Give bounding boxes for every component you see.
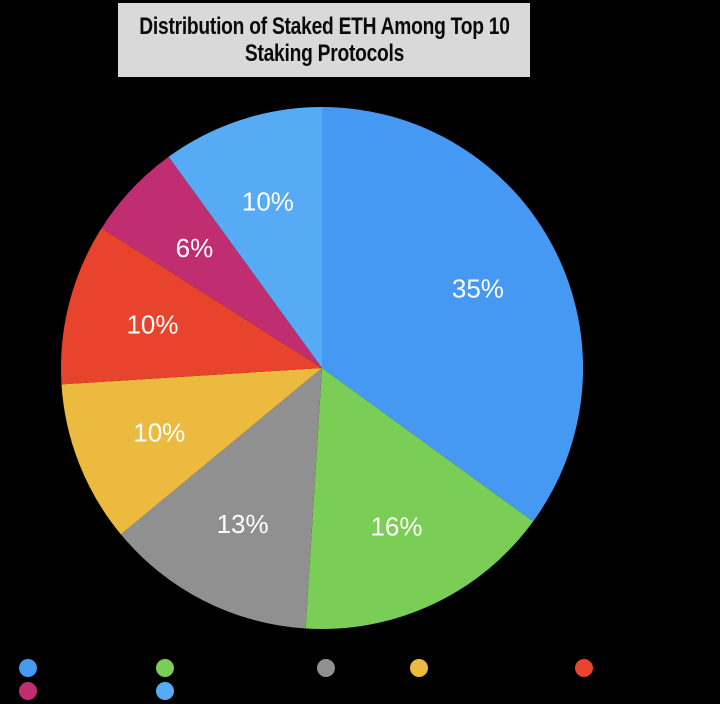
legend-item-3[interactable] <box>317 659 343 677</box>
chart-title-line1: Distribution of Staked ETH Among Top 10 <box>138 13 510 40</box>
slice-label-5: 10% <box>126 310 178 340</box>
slice-label-2: 16% <box>370 511 422 541</box>
legend-dot-icon <box>19 682 37 700</box>
pie-slice-6[interactable] <box>101 156 322 368</box>
legend-dot-icon <box>317 659 335 677</box>
slice-label-3: 13% <box>217 509 269 539</box>
chart-title-line2: Staking Protocols <box>244 40 404 67</box>
slice-label-7: 10% <box>242 187 294 217</box>
legend-dot-icon <box>410 659 428 677</box>
slice-label-6: 6% <box>176 233 214 263</box>
legend-item-2[interactable] <box>156 659 182 677</box>
slice-label-1: 35% <box>452 274 504 304</box>
legend-dot-icon <box>575 659 593 677</box>
legend-item-1[interactable] <box>19 659 45 677</box>
pie-slice-1[interactable] <box>322 106 584 522</box>
legend-item-6[interactable] <box>19 682 45 700</box>
legend-dot-icon <box>156 682 174 700</box>
slice-label-4: 10% <box>133 417 185 447</box>
chart-title-box: Distribution of Staked ETH Among Top 10 … <box>118 3 530 77</box>
pie-slice-2[interactable] <box>305 368 534 630</box>
pie-slice-3[interactable] <box>120 368 323 629</box>
legend-item-4[interactable] <box>410 659 436 677</box>
pie-slice-7[interactable] <box>168 106 322 368</box>
pie-slice-4[interactable] <box>61 368 323 535</box>
legend-item-7[interactable] <box>156 682 182 700</box>
legend-item-5[interactable] <box>575 659 601 677</box>
legend-dot-icon <box>19 659 37 677</box>
legend-dot-icon <box>156 659 174 677</box>
pie-slice-5[interactable] <box>60 228 322 385</box>
